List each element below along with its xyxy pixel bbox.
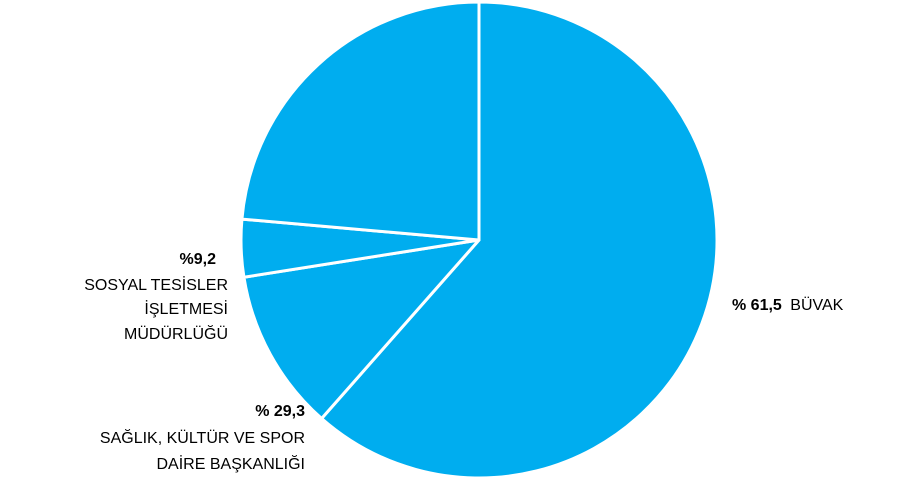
label-sosyal-name-line2: İŞLETMESİ	[144, 299, 228, 318]
pie-slice-other	[240, 0, 481, 242]
label-buvak-name: BÜVAK	[790, 296, 843, 314]
label-buvak: % 61,5 BÜVAK	[732, 296, 844, 314]
label-sosyal-name-line1: SOSYAL TESİSLER	[84, 275, 228, 294]
label-saglik-value: % 29,3	[255, 403, 305, 420]
label-saglik-name-line1: SAĞLIK, KÜLTÜR VE SPOR	[100, 428, 305, 447]
label-sosyal-value: %9,2	[180, 251, 217, 268]
label-saglik-name-line2: DAİRE BAŞKANLIĞI	[157, 454, 306, 473]
pie-slices	[239, 0, 719, 480]
label-buvak-value: % 61,5	[732, 297, 782, 314]
pie-slice-buvak	[320, 0, 719, 480]
pie-slice-saglik	[242, 238, 481, 421]
label-sosyal-name-line3: MÜDÜRLÜĞÜ	[124, 324, 228, 343]
